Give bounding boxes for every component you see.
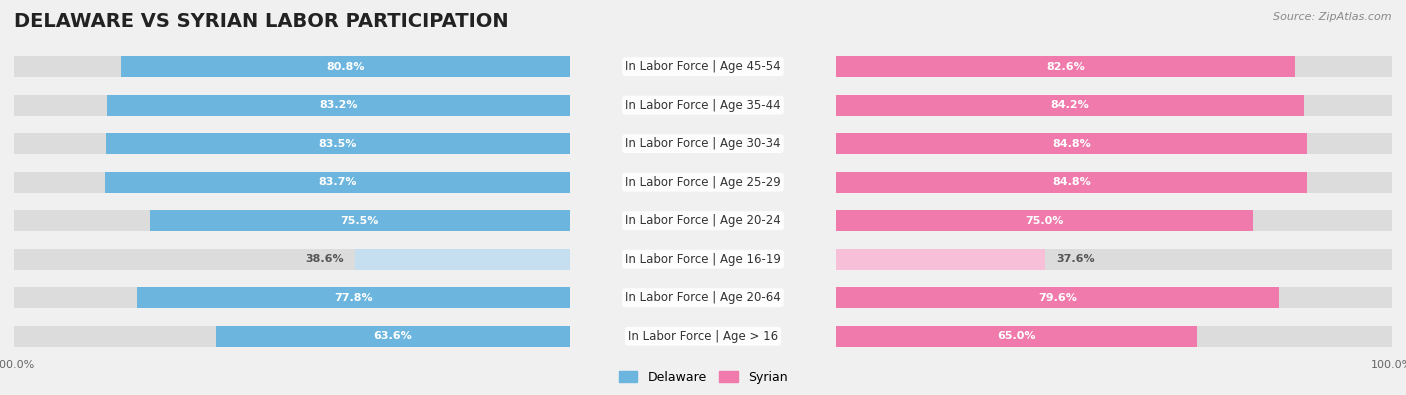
Bar (138, 287, 569, 308)
Bar (14, 287, 569, 308)
Text: 83.2%: 83.2% (319, 100, 357, 110)
Text: 84.8%: 84.8% (1053, 177, 1091, 187)
Bar (837, 248, 1392, 270)
Bar (837, 248, 1045, 270)
Bar (14, 248, 569, 270)
Text: In Labor Force | Age 20-64: In Labor Force | Age 20-64 (626, 291, 780, 304)
Text: In Labor Force | Age 45-54: In Labor Force | Age 45-54 (626, 60, 780, 73)
Bar (837, 210, 1392, 231)
Text: Source: ZipAtlas.com: Source: ZipAtlas.com (1274, 12, 1392, 22)
Bar (14, 56, 569, 77)
Bar (837, 287, 1392, 308)
Bar (837, 56, 1295, 77)
Bar (837, 210, 1253, 231)
Text: 80.8%: 80.8% (326, 62, 364, 71)
Text: 65.0%: 65.0% (998, 331, 1036, 341)
Bar (14, 210, 569, 231)
Bar (837, 325, 1198, 347)
Text: 83.7%: 83.7% (318, 177, 356, 187)
Text: In Labor Force | Age 16-19: In Labor Force | Age 16-19 (626, 253, 780, 266)
Text: In Labor Force | Age 20-24: In Labor Force | Age 20-24 (626, 214, 780, 227)
Bar (837, 287, 1278, 308)
Bar (217, 325, 569, 347)
Text: 63.6%: 63.6% (374, 331, 412, 341)
Bar (121, 56, 569, 77)
Bar (837, 133, 1308, 154)
Text: 83.5%: 83.5% (319, 139, 357, 149)
Bar (837, 325, 1392, 347)
Bar (14, 171, 569, 193)
Legend: Delaware, Syrian: Delaware, Syrian (613, 366, 793, 389)
Bar (107, 94, 569, 116)
Text: 79.6%: 79.6% (1038, 293, 1077, 303)
Text: In Labor Force | Age > 16: In Labor Force | Age > 16 (628, 330, 778, 343)
Text: In Labor Force | Age 30-34: In Labor Force | Age 30-34 (626, 137, 780, 150)
Bar (837, 171, 1308, 193)
Text: In Labor Force | Age 35-44: In Labor Force | Age 35-44 (626, 99, 780, 112)
Bar (837, 94, 1305, 116)
Text: 77.8%: 77.8% (335, 293, 373, 303)
Bar (837, 94, 1392, 116)
Text: 38.6%: 38.6% (305, 254, 344, 264)
Bar (14, 94, 569, 116)
Text: 75.0%: 75.0% (1025, 216, 1064, 226)
Text: 84.2%: 84.2% (1050, 100, 1090, 110)
Bar (105, 133, 569, 154)
Bar (356, 248, 569, 270)
Text: DELAWARE VS SYRIAN LABOR PARTICIPATION: DELAWARE VS SYRIAN LABOR PARTICIPATION (14, 12, 509, 31)
Text: 37.6%: 37.6% (1056, 254, 1095, 264)
Text: 82.6%: 82.6% (1046, 62, 1085, 71)
Bar (837, 171, 1392, 193)
Bar (14, 133, 569, 154)
Bar (837, 133, 1392, 154)
Bar (837, 56, 1392, 77)
Bar (14, 325, 569, 347)
Text: 75.5%: 75.5% (340, 216, 380, 226)
Bar (150, 210, 569, 231)
Text: In Labor Force | Age 25-29: In Labor Force | Age 25-29 (626, 176, 780, 189)
Text: 84.8%: 84.8% (1053, 139, 1091, 149)
Bar (104, 171, 569, 193)
